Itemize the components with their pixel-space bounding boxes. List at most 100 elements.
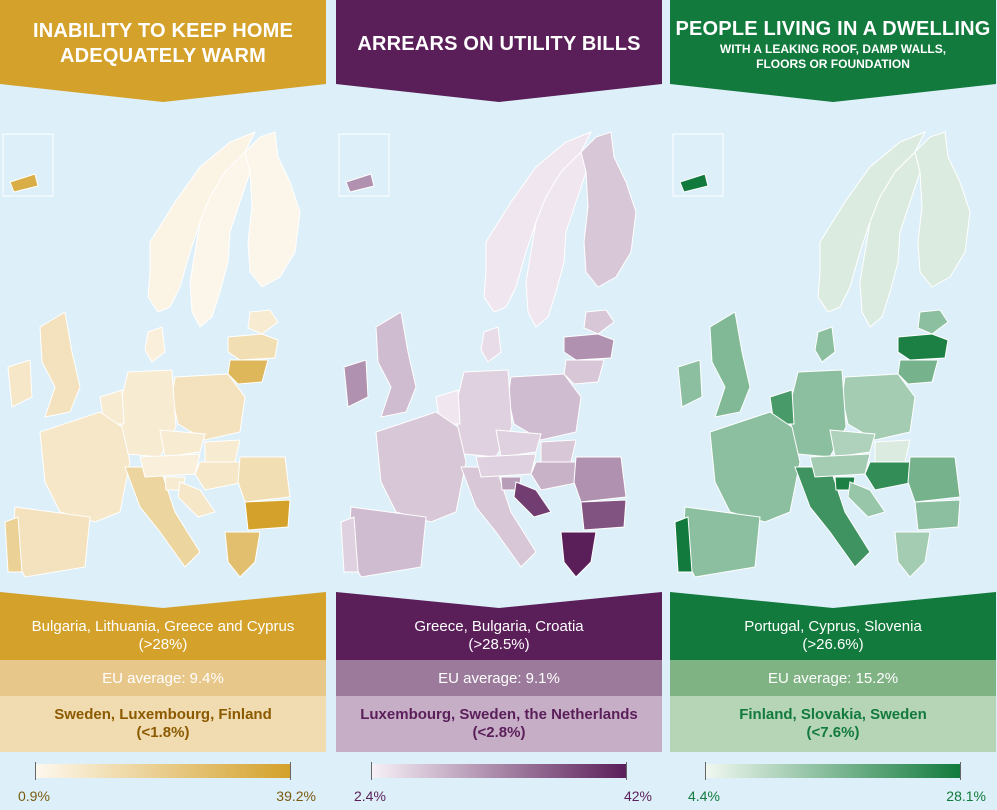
- europe-map: [2, 131, 301, 582]
- scale-gradient: [371, 764, 627, 778]
- country-fr: [39, 411, 131, 523]
- country-gr: [560, 531, 597, 578]
- europe-map: [672, 131, 971, 582]
- country-cy: [345, 173, 375, 193]
- country-at: [809, 453, 871, 478]
- country-ro: [907, 456, 961, 503]
- scale-gradient: [35, 764, 291, 778]
- scale-max-label: 42%: [623, 788, 652, 804]
- country-lt: [563, 359, 605, 385]
- country-cy: [679, 173, 709, 193]
- highest-countries: Greece, Bulgaria, Croatia: [414, 618, 584, 635]
- highest-box: Greece, Bulgaria, Croatia (>28.5%): [336, 592, 662, 660]
- country-bg: [244, 499, 291, 531]
- europe-map: [338, 131, 637, 582]
- highest-value: (>28%): [138, 636, 188, 653]
- banner: PEOPLE LIVING IN A DWELLING WITH A LEAKI…: [670, 0, 996, 102]
- country-cz: [829, 429, 876, 458]
- country-lv: [227, 333, 279, 361]
- country-ro: [573, 456, 627, 503]
- highest-box: Bulgaria, Lithuania, Greece and Cyprus (…: [0, 592, 326, 660]
- banner-shape: [336, 0, 662, 102]
- country-se: [859, 151, 921, 328]
- scale-tick-max: [290, 762, 291, 780]
- country-ie: [7, 359, 33, 408]
- scale-min-label: 2.4%: [354, 788, 386, 804]
- panel-warm-home: INABILITY TO KEEP HOME ADEQUATELY WARM B…: [0, 0, 326, 810]
- country-se: [189, 151, 251, 328]
- country-hr: [513, 481, 552, 518]
- country-fi: [914, 131, 971, 288]
- highest-box-shape: [670, 592, 996, 660]
- country-pl: [841, 373, 916, 441]
- banner-shape: [0, 0, 326, 102]
- subtitle-line-2: FLOORS OR FOUNDATION: [756, 56, 910, 71]
- country-lv: [897, 333, 949, 361]
- country-lv: [563, 333, 615, 361]
- lowest-value: (<1.8%): [136, 724, 190, 741]
- country-ee: [247, 309, 279, 335]
- highest-value: (>26.6%): [802, 636, 864, 653]
- scale-tick-min: [705, 762, 706, 780]
- country-fi: [580, 131, 637, 288]
- scale-max-label: 28.1%: [946, 788, 986, 804]
- banner: INABILITY TO KEEP HOME ADEQUATELY WARM: [0, 0, 326, 102]
- country-fi: [244, 131, 301, 288]
- banner-shape: [670, 0, 996, 102]
- title-line-2: ADEQUATELY WARM: [60, 45, 266, 67]
- color-scale: 2.4% 42%: [336, 760, 662, 810]
- inset-box: [2, 133, 54, 197]
- lowest-box: Sweden, Luxembourg, Finland (<1.8%): [0, 696, 326, 752]
- country-uk: [709, 311, 751, 418]
- color-scale: 0.9% 39.2%: [0, 760, 326, 810]
- eu-average: EU average: 9.4%: [0, 660, 326, 696]
- eu-average: EU average: 9.1%: [336, 660, 662, 696]
- country-at: [139, 453, 201, 478]
- highest-box: Portugal, Cyprus, Slovenia (>26.6%): [670, 592, 996, 660]
- country-it: [124, 466, 201, 568]
- country-gr: [224, 531, 261, 578]
- country-sk: [540, 439, 577, 463]
- highest-box-shape: [0, 592, 326, 660]
- country-se: [525, 151, 587, 328]
- scale-tick-min: [371, 762, 372, 780]
- panel-utility-arrears: ARREARS ON UTILITY BILLS Greece, Bulgari…: [336, 0, 662, 810]
- panel-leaking-dwelling: PEOPLE LIVING IN A DWELLING WITH A LEAKI…: [670, 0, 996, 810]
- highest-countries: Portugal, Cyprus, Slovenia: [744, 618, 922, 635]
- country-pl: [507, 373, 582, 441]
- country-it: [794, 466, 871, 568]
- country-fr: [375, 411, 467, 523]
- lowest-value: (<7.6%): [806, 724, 860, 741]
- scale-tick-max: [626, 762, 627, 780]
- country-hu: [530, 461, 582, 491]
- country-pt: [340, 516, 359, 573]
- country-ie: [343, 359, 369, 408]
- country-cz: [159, 429, 206, 458]
- country-ee: [583, 309, 615, 335]
- country-ee: [917, 309, 949, 335]
- country-gr: [894, 531, 931, 578]
- lowest-countries: Finland, Slovakia, Sweden: [739, 706, 927, 723]
- lowest-countries: Sweden, Luxembourg, Finland: [54, 706, 272, 723]
- country-lt: [897, 359, 939, 385]
- scale-gradient: [705, 764, 961, 778]
- country-es: [11, 506, 91, 578]
- country-it: [460, 466, 537, 568]
- country-at: [475, 453, 537, 478]
- country-ro: [237, 456, 291, 503]
- title-line-1: PEOPLE LIVING IN A DWELLING: [675, 17, 991, 40]
- country-sk: [204, 439, 241, 463]
- scale-max-label: 39.2%: [276, 788, 316, 804]
- highest-value: (>28.5%): [468, 636, 530, 653]
- country-lt: [227, 359, 269, 385]
- country-cy: [9, 173, 39, 193]
- title-line-1: ARREARS ON UTILITY BILLS: [357, 32, 641, 55]
- lowest-value: (<2.8%): [472, 724, 526, 741]
- country-bg: [914, 499, 961, 531]
- country-ie: [677, 359, 703, 408]
- country-cz: [495, 429, 542, 458]
- country-uk: [39, 311, 81, 418]
- inset-box: [338, 133, 390, 197]
- country-sk: [874, 439, 911, 463]
- scale-tick-min: [35, 762, 36, 780]
